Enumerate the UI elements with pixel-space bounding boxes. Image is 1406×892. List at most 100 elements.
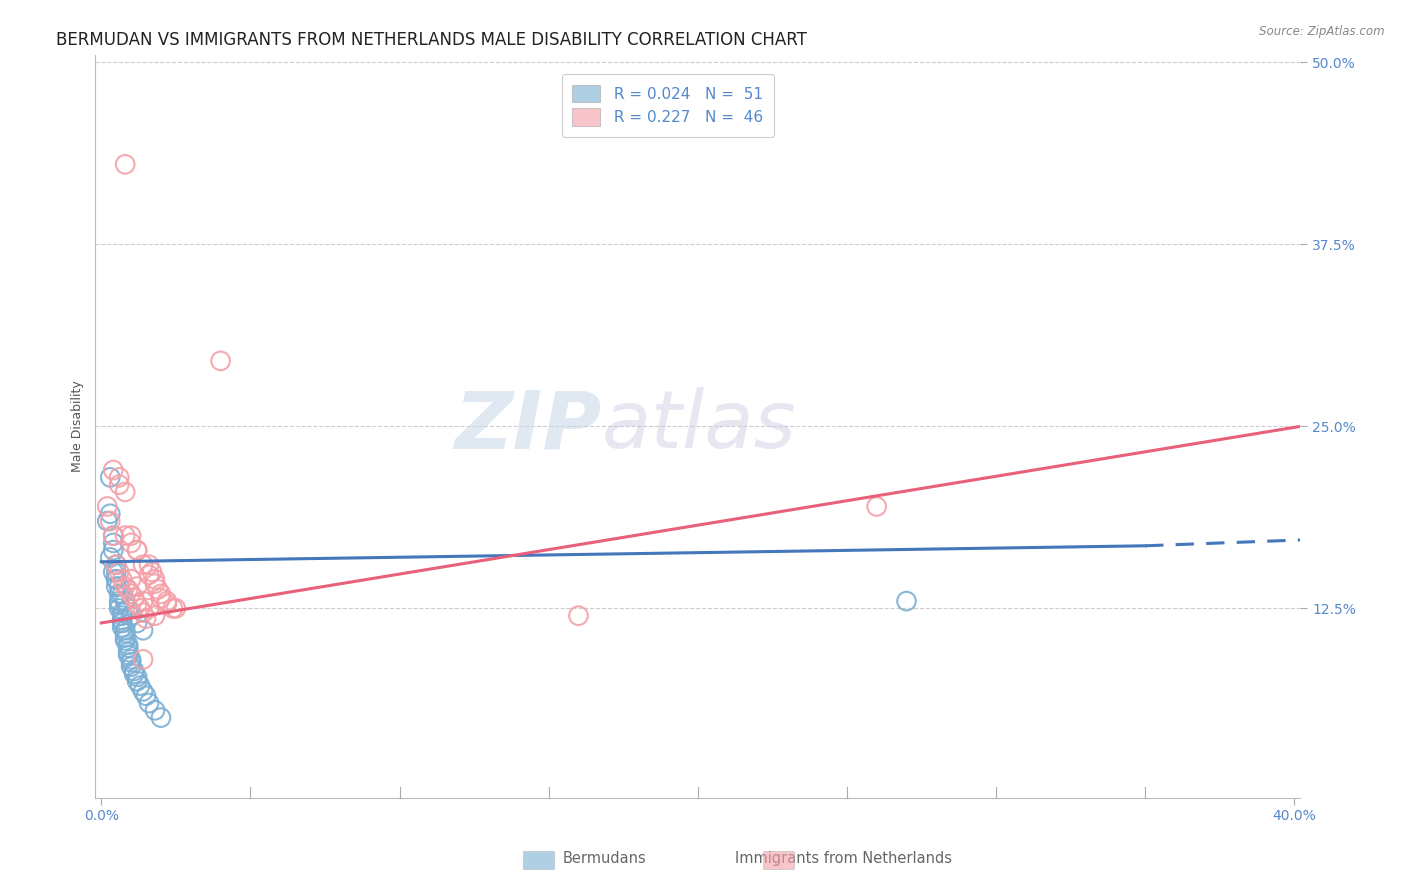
Point <box>117 640 139 655</box>
Point <box>98 507 121 521</box>
Point <box>108 470 131 484</box>
Point <box>114 633 136 648</box>
Point <box>138 696 160 710</box>
Point <box>122 667 145 681</box>
Point <box>111 613 134 627</box>
Point <box>103 528 125 542</box>
Point <box>138 558 160 572</box>
Point <box>105 572 128 586</box>
Point <box>156 597 179 611</box>
Point <box>103 565 125 579</box>
Point <box>138 568 160 582</box>
Point <box>132 684 155 698</box>
Point <box>117 582 139 597</box>
Point <box>132 606 155 620</box>
Point <box>98 550 121 565</box>
Point <box>122 591 145 606</box>
Point <box>105 572 128 586</box>
Point <box>146 582 169 597</box>
Point <box>122 664 145 678</box>
Point <box>143 608 166 623</box>
Point <box>111 606 134 620</box>
Point <box>138 601 160 615</box>
Point <box>143 703 166 717</box>
Point <box>117 638 139 652</box>
Legend:  R = 0.024   N =  51,  R = 0.227   N =  46: R = 0.024 N = 51, R = 0.227 N = 46 <box>561 74 773 136</box>
Point <box>105 580 128 594</box>
Point <box>114 580 136 594</box>
Point <box>120 608 142 623</box>
Point <box>149 587 172 601</box>
Point <box>156 594 179 608</box>
Point <box>135 689 157 703</box>
Text: atlas: atlas <box>602 387 796 466</box>
Point <box>105 558 128 572</box>
Point <box>111 587 134 601</box>
Point <box>96 500 118 514</box>
Point <box>120 655 142 669</box>
Point <box>114 624 136 638</box>
Point <box>567 608 589 623</box>
Point <box>132 624 155 638</box>
Point <box>129 601 152 615</box>
Point <box>120 572 142 586</box>
Point <box>111 572 134 586</box>
Point <box>120 652 142 666</box>
Point <box>114 484 136 499</box>
Text: Bermudans: Bermudans <box>562 851 647 865</box>
Point <box>141 565 163 579</box>
Point <box>132 558 155 572</box>
Point <box>127 674 149 689</box>
Point <box>127 615 149 630</box>
Point <box>108 597 131 611</box>
Point <box>111 620 134 634</box>
Point <box>114 594 136 608</box>
Point <box>117 648 139 662</box>
Point <box>103 543 125 558</box>
Point <box>127 543 149 558</box>
Point <box>132 594 155 608</box>
Point <box>103 536 125 550</box>
Point <box>108 587 131 601</box>
Point <box>105 565 128 579</box>
Point <box>132 652 155 666</box>
Point <box>108 565 131 579</box>
Point <box>108 477 131 491</box>
Point <box>120 659 142 673</box>
Point <box>98 470 121 484</box>
Point <box>105 558 128 572</box>
Point <box>127 580 149 594</box>
Point <box>127 543 149 558</box>
Point <box>143 572 166 586</box>
Point <box>165 601 187 615</box>
Point <box>149 710 172 724</box>
Point <box>108 601 131 615</box>
Point <box>135 611 157 625</box>
Point <box>162 601 184 615</box>
Point <box>896 594 918 608</box>
Point <box>143 576 166 591</box>
Point <box>114 528 136 542</box>
Point <box>96 514 118 528</box>
Point <box>209 354 232 368</box>
Point <box>103 528 125 542</box>
Point <box>111 615 134 630</box>
Point <box>120 587 142 601</box>
Point <box>108 580 131 594</box>
Point <box>114 631 136 645</box>
Point <box>103 463 125 477</box>
Point <box>866 500 889 514</box>
Point <box>114 157 136 171</box>
Text: Source: ZipAtlas.com: Source: ZipAtlas.com <box>1260 25 1385 38</box>
Point <box>120 536 142 550</box>
Point <box>127 670 149 684</box>
Y-axis label: Male Disability: Male Disability <box>72 381 84 472</box>
Text: Immigrants from Netherlands: Immigrants from Netherlands <box>735 851 952 865</box>
Point <box>108 594 131 608</box>
Point <box>127 597 149 611</box>
Point <box>149 591 172 606</box>
Point <box>114 626 136 640</box>
Point <box>117 601 139 615</box>
Point <box>120 528 142 542</box>
Point <box>129 679 152 693</box>
